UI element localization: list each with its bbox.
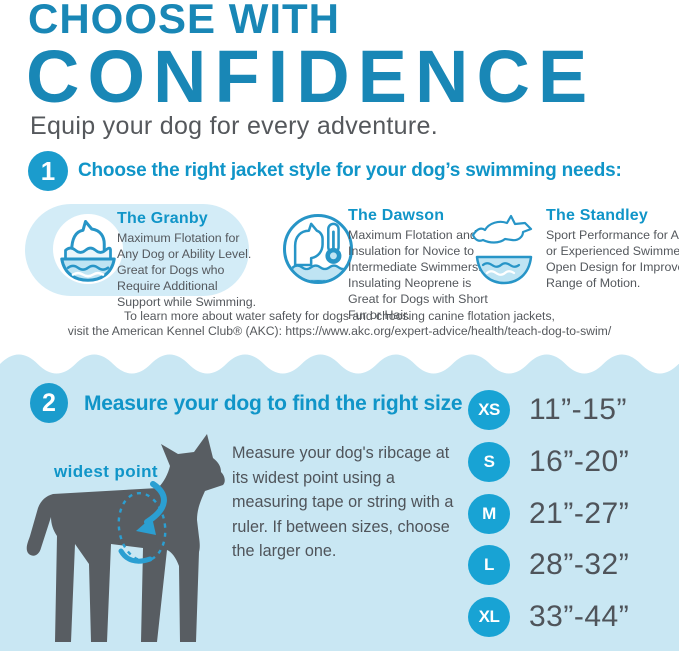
standley-title: The Standley [546,207,648,224]
size-range-l: 28”-32” [529,548,630,581]
step-1-heading: Choose the right jacket style for your d… [78,160,622,181]
size-badge-xl: XL [468,597,510,637]
page-title-line2: CONFIDENCE [26,35,596,118]
akc-note-line1: To learn more about water safety for dog… [124,309,555,323]
dog-on-float-icon [60,220,116,282]
granby-description: Maximum Flotation for Any Dog or Ability… [117,231,257,309]
size-badge-xs: XS [468,390,510,430]
size-range-s: 16”-20” [529,445,630,478]
size-row-l: L 28”-32” [468,545,629,585]
size-row-m: M 21”-27” [468,494,629,534]
page-title-line1: CHOOSE WITH [28,0,340,42]
widest-point-label: widest point [54,462,158,481]
size-badge-s: S [468,442,510,482]
size-badge-m: M [468,494,510,534]
size-badge-l: L [468,545,510,585]
dog-silhouette [26,434,225,642]
size-row-xs: XS 11”-15” [468,390,627,430]
granby-title: The Granby [117,210,208,227]
akc-note-prefix: visit the American Kennel Club® (AKC): [67,324,286,338]
measure-arrow-head [136,517,156,535]
dog-thermometer-icon [287,222,349,281]
dawson-title: The Dawson [348,207,445,224]
akc-note: To learn more about water safety for dog… [0,309,679,339]
size-range-xl: 33”-44” [529,600,630,633]
dawson-icon-circle [283,214,353,284]
page-subtitle: Equip your dog for every adventure. [30,112,438,140]
dawson-description: Maximum Flotation and Insulation for Nov… [348,228,488,322]
standley-description: Sport Performance for Active or Experien… [546,228,679,290]
ribcage-solid-arc [118,548,153,564]
standley-icon-wrap [469,211,539,289]
step-2-heading: Measure your dog to find the right size [84,392,463,415]
size-row-xl: XL 33”-44” [468,597,629,637]
leaping-dog-icon [471,214,533,285]
measuring-instructions: Measure your dog's ribcage at its widest… [232,444,454,560]
size-row-s: S 16”-20” [468,442,629,482]
step-2-badge: 2 [30,383,68,423]
step-1-badge: 1 [28,151,68,191]
size-range-m: 21”-27” [529,497,630,530]
granby-icon-circle [53,214,123,284]
wave-divider [0,354,679,378]
dog-silhouette-figure [26,434,225,642]
size-range-xs: 11”-15” [529,393,627,426]
akc-note-line2: visit the American Kennel Club® (AKC): h… [0,324,679,339]
akc-url-link[interactable]: https://www.akc.org/expert-advice/health… [285,324,612,338]
